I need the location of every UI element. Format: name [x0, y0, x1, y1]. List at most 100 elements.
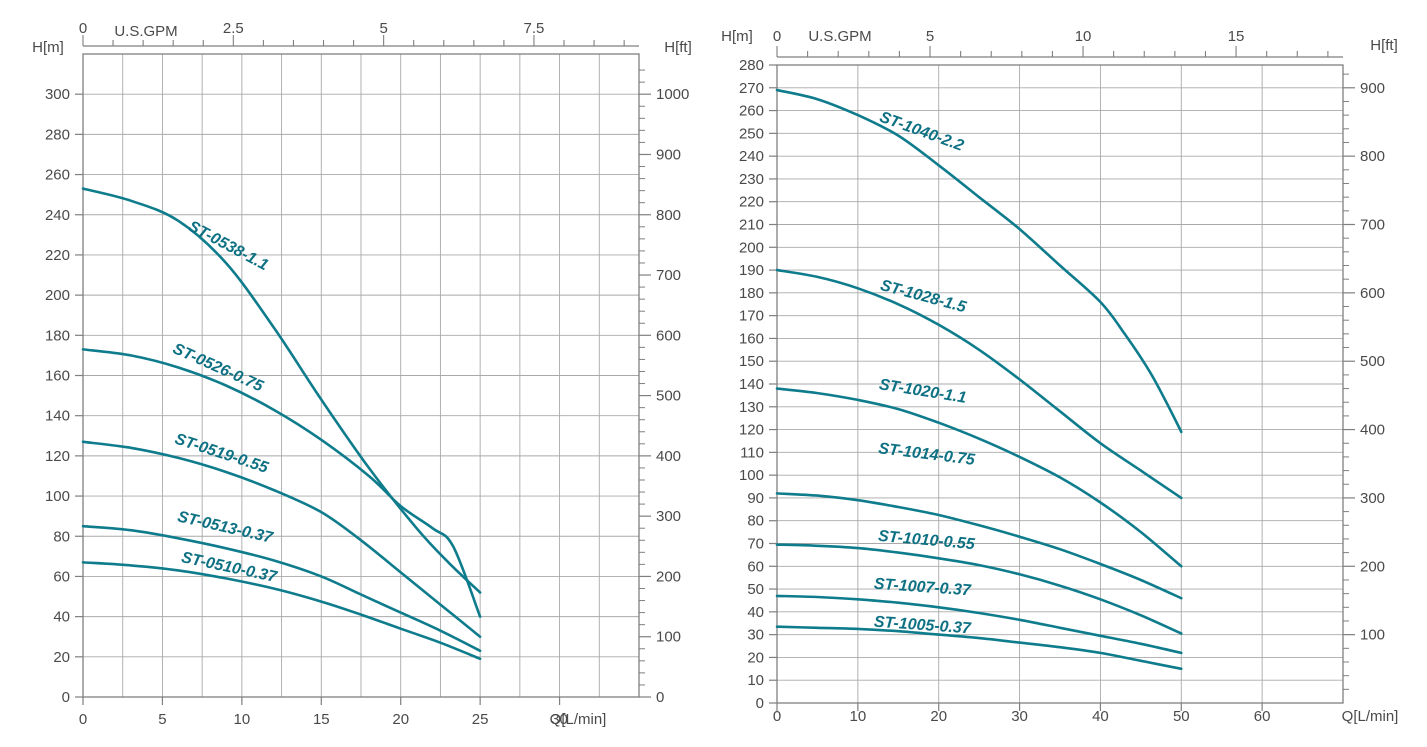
tick-label-h-m: 220: [739, 194, 764, 211]
tick-label-h-m: 170: [739, 308, 764, 325]
tick-label-gpm: 15: [1228, 28, 1245, 45]
tick-label-q: 5: [158, 711, 166, 728]
tick-label-h-m: 240: [45, 207, 70, 224]
curve-ST-0538-1.1: [81, 187, 482, 594]
tick-label-q: 0: [773, 708, 781, 725]
curve-label-ST-1020-1.1: ST-1020-1.1: [878, 376, 968, 407]
tick-label-h-m: 0: [756, 695, 764, 712]
tick-label-h-m: 220: [45, 247, 70, 264]
tick-label-h-ft: 900: [1360, 80, 1385, 97]
curve-ST-1010-0.55: [775, 543, 1183, 635]
tick-label-h-m: 150: [739, 353, 764, 370]
curve-ST-1020-1.1: [775, 387, 1183, 568]
tick-label-h-ft: 500: [1360, 353, 1385, 370]
tick-label-h-m: 20: [747, 649, 764, 666]
tick-label-gpm: 7.5: [524, 20, 545, 37]
curve-label-ST-1005-0.37: ST-1005-0.37: [873, 614, 972, 638]
tick-label-h-ft: 900: [656, 146, 681, 163]
tick-label-h-ft: 800: [656, 207, 681, 224]
curve-ST-0519-0.55: [81, 440, 482, 638]
tick-label-h-m: 80: [53, 528, 70, 545]
gpm-axis-title: U.S.GPM: [114, 23, 177, 40]
tick-label-gpm: 5: [379, 20, 387, 37]
tick-label-h-m: 90: [747, 490, 764, 507]
tick-label-q: 40: [1092, 708, 1109, 725]
tick-label-h-m: 40: [747, 604, 764, 621]
tick-label-h-ft: 200: [656, 568, 681, 585]
tick-label-h-m: 280: [739, 57, 764, 74]
tick-label-h-m: 60: [747, 558, 764, 575]
tick-label-h-m: 100: [45, 488, 70, 505]
tick-label-h-ft: 500: [656, 388, 681, 405]
x-axis-unit-label: Q[L/min]: [1342, 708, 1399, 725]
tick-label-h-m: 240: [739, 148, 764, 165]
tick-label-h-m: 70: [747, 536, 764, 553]
tick-label-q: 20: [930, 708, 947, 725]
tick-label-h-m: 50: [747, 581, 764, 598]
curve-ST-1014-0.75: [775, 492, 1183, 600]
right-pump-chart: 0102030405060708090100110120130140150160…: [721, 28, 1398, 725]
curve-label-ST-1014-0.75: ST-1014-0.75: [877, 440, 976, 469]
curve-ST-0513-0.37: [81, 524, 482, 653]
tick-label-h-ft: 700: [656, 267, 681, 284]
right-axis-title: H[ft]: [664, 39, 692, 56]
tick-label-q: 0: [79, 711, 87, 728]
tick-label-h-ft: 400: [1360, 422, 1385, 439]
tick-label-h-ft: 800: [1360, 148, 1385, 165]
tick-label-h-m: 40: [53, 609, 70, 626]
tick-label-h-m: 190: [739, 262, 764, 279]
tick-label-h-m: 270: [739, 80, 764, 97]
tick-label-h-m: 110: [740, 444, 764, 461]
curve-ST-1028-1.5: [775, 268, 1183, 500]
left-pump-chart: 0204060801001201401601802002202402602803…: [32, 20, 692, 728]
curve-label-ST-0526-0.75: ST-0526-0.75: [170, 340, 266, 395]
tick-label-gpm: 0: [773, 28, 781, 45]
curve-ST-1040-2.2: [775, 88, 1183, 434]
tick-label-h-ft: 300: [656, 508, 681, 525]
tick-label-h-m: 20: [53, 649, 70, 666]
tick-label-h-m: 300: [45, 86, 70, 103]
tick-label-h-m: 30: [747, 627, 764, 644]
tick-label-gpm: 5: [926, 28, 934, 45]
right-axis-title: H[ft]: [1370, 37, 1398, 54]
x-axis-unit-label: Q[L/min]: [550, 711, 607, 728]
tick-label-h-m: 230: [739, 171, 764, 188]
tick-label-h-ft: 100: [1360, 627, 1385, 644]
tick-label-h-m: 60: [53, 568, 70, 585]
tick-label-h-m: 10: [747, 672, 764, 689]
curve-label-ST-1007-0.37: ST-1007-0.37: [873, 576, 972, 600]
tick-label-h-m: 200: [739, 239, 764, 256]
tick-label-q: 20: [392, 711, 409, 728]
tick-label-h-m: 250: [739, 125, 764, 142]
left-axis-title: H[m]: [32, 39, 64, 56]
tick-label-h-m: 260: [45, 167, 70, 184]
tick-label-h-ft: 200: [1360, 558, 1385, 575]
curve-ST-1005-0.37: [775, 625, 1183, 671]
tick-label-q: 10: [850, 708, 867, 725]
tick-label-gpm: 2.5: [223, 20, 244, 37]
tick-label-q: 10: [234, 711, 251, 728]
tick-label-h-m: 0: [62, 689, 70, 706]
tick-label-h-m: 80: [747, 513, 764, 530]
tick-label-q: 25: [472, 711, 489, 728]
tick-label-h-m: 260: [739, 103, 764, 120]
tick-label-h-m: 120: [739, 422, 764, 439]
tick-label-q: 60: [1254, 708, 1271, 725]
tick-label-gpm: 10: [1075, 28, 1092, 45]
tick-label-h-ft: 600: [1360, 285, 1385, 302]
tick-label-h-m: 180: [739, 285, 764, 302]
tick-label-q: 30: [551, 711, 568, 728]
tick-label-h-m: 280: [45, 126, 70, 143]
curve-ST-1007-0.37: [775, 594, 1183, 655]
tick-label-q: 15: [313, 711, 330, 728]
tick-label-h-ft: 400: [656, 448, 681, 465]
tick-label-h-ft: 1000: [656, 86, 689, 103]
tick-label-h-ft: 0: [656, 689, 664, 706]
tick-label-h-m: 100: [739, 467, 764, 484]
tick-label-h-ft: 100: [656, 629, 681, 646]
curve-ST-0510-0.37: [81, 561, 482, 661]
tick-label-gpm: 0: [79, 20, 87, 37]
tick-label-h-m: 200: [45, 287, 70, 304]
